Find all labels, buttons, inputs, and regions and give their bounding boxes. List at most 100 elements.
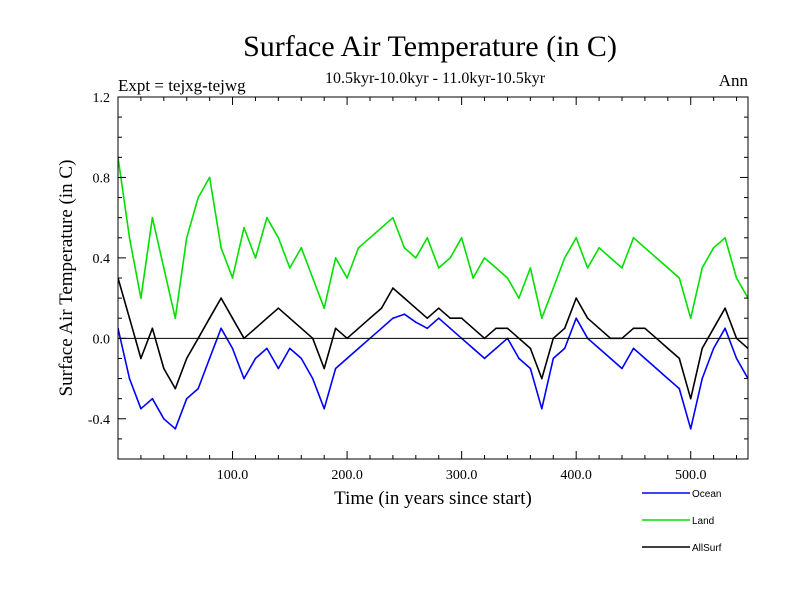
data-point-ocean	[632, 347, 635, 350]
data-point-land	[300, 247, 303, 249]
data-point-land	[667, 267, 669, 269]
data-point-ocean	[609, 357, 612, 360]
data-point-allsurf	[415, 307, 417, 309]
data-point-land	[369, 236, 371, 239]
data-point-ocean	[185, 397, 188, 400]
data-point-land	[231, 277, 234, 279]
x-tick-label: 500.0	[675, 468, 707, 483]
data-point-ocean	[563, 347, 566, 350]
data-point-ocean	[621, 367, 623, 370]
data-point-ocean	[701, 377, 703, 380]
data-point-allsurf	[185, 357, 188, 360]
data-point-ocean	[644, 357, 646, 360]
data-point-allsurf	[277, 307, 280, 309]
x-tick-label: 400.0	[560, 468, 592, 483]
data-point-land	[277, 236, 280, 239]
data-point-ocean	[163, 417, 165, 420]
data-point-ocean	[518, 357, 520, 360]
data-point-ocean	[128, 377, 131, 380]
data-point-ocean	[689, 428, 692, 430]
data-point-ocean	[483, 357, 486, 360]
data-point-land	[701, 267, 703, 269]
data-point-allsurf	[403, 297, 406, 299]
data-point-land	[460, 236, 463, 239]
data-point-ocean	[655, 367, 658, 370]
period-label: Ann	[719, 71, 749, 90]
data-point-land	[140, 297, 142, 299]
y-tick-label: 1.2	[93, 91, 111, 106]
data-point-land	[151, 216, 154, 219]
data-point-land	[518, 297, 520, 299]
data-point-land	[311, 277, 314, 279]
data-point-land	[403, 247, 406, 249]
data-point-land	[644, 247, 646, 249]
data-point-land	[632, 236, 635, 239]
data-point-allsurf	[449, 317, 451, 320]
data-point-ocean	[678, 387, 681, 390]
data-point-allsurf	[426, 317, 429, 320]
data-point-ocean	[598, 347, 600, 350]
x-tick-label: 200.0	[331, 468, 363, 483]
legend-label-land: Land	[692, 516, 714, 527]
data-point-ocean	[174, 428, 177, 430]
legend-label-allsurf: AllSurf	[692, 543, 722, 554]
data-point-land	[735, 277, 738, 279]
data-point-allsurf	[586, 317, 589, 320]
data-point-land	[598, 247, 600, 249]
y-tick-label: 0.0	[93, 332, 111, 347]
data-point-allsurf	[541, 377, 543, 380]
data-point-ocean	[552, 357, 555, 360]
data-point-ocean	[541, 407, 543, 410]
data-point-ocean	[140, 407, 142, 410]
data-point-land	[689, 317, 692, 320]
data-point-land	[563, 257, 566, 259]
data-point-land	[586, 267, 589, 269]
data-point-land	[472, 277, 474, 279]
data-point-allsurf	[575, 297, 577, 299]
data-point-ocean	[323, 407, 325, 410]
data-point-ocean	[426, 327, 429, 330]
data-point-ocean	[472, 347, 474, 350]
data-point-allsurf	[208, 317, 211, 320]
data-point-land	[449, 257, 451, 259]
data-point-land	[357, 247, 360, 249]
tick-labels: 100.0 200.0 300.0 400.0 500.0 -0.4 0.0 0.4 0.8 1.…	[88, 91, 707, 483]
data-point-land	[208, 176, 211, 179]
data-point-ocean	[277, 367, 280, 370]
data-point-ocean	[243, 377, 245, 380]
data-point-ocean	[495, 347, 497, 350]
data-point-ocean	[449, 327, 451, 330]
data-point-allsurf	[632, 327, 635, 330]
data-point-ocean	[346, 357, 348, 360]
data-point-allsurf	[529, 347, 532, 350]
data-point-allsurf	[266, 317, 268, 320]
data-point-allsurf	[140, 357, 142, 360]
data-point-ocean	[300, 357, 303, 360]
data-point-ocean	[575, 317, 577, 320]
data-point-ocean	[735, 357, 738, 360]
data-point-allsurf	[598, 327, 600, 330]
data-point-land	[220, 247, 222, 249]
data-point-allsurf	[380, 307, 383, 309]
data-point-ocean	[403, 313, 406, 316]
data-point-land	[575, 236, 577, 239]
data-point-ocean	[415, 321, 417, 324]
data-point-ocean	[254, 357, 257, 360]
data-point-land	[426, 236, 429, 239]
y-tick-label: 0.8	[93, 171, 111, 186]
data-point-ocean	[208, 357, 211, 360]
y-tick-label: -0.4	[88, 413, 110, 428]
data-point-land	[415, 257, 417, 259]
data-point-land	[437, 267, 440, 269]
data-point-land	[495, 267, 497, 269]
y-tick-label: 0.4	[93, 252, 111, 267]
data-point-allsurf	[644, 327, 646, 330]
data-point-allsurf	[437, 307, 440, 309]
data-point-land	[529, 267, 532, 269]
data-point-land	[163, 267, 165, 269]
data-point-allsurf	[231, 317, 234, 320]
data-point-land	[609, 257, 612, 259]
data-point-land	[655, 257, 658, 259]
data-point-land	[128, 236, 131, 239]
